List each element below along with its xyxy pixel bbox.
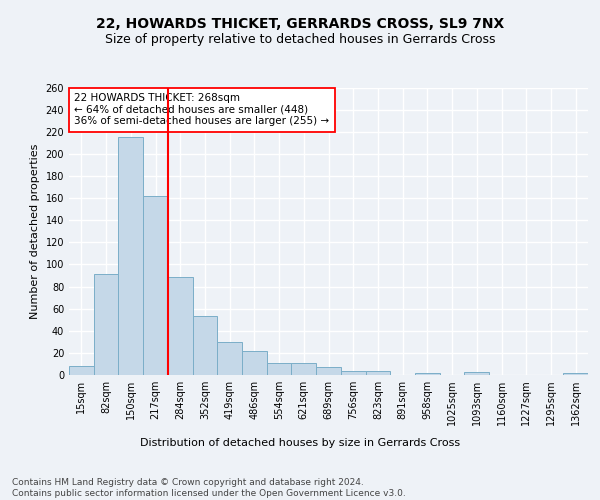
Text: Size of property relative to detached houses in Gerrards Cross: Size of property relative to detached ho…: [105, 32, 495, 46]
Bar: [143, 196, 168, 375]
Bar: [316, 368, 341, 375]
Bar: [341, 370, 365, 375]
Bar: [193, 316, 217, 375]
Text: Contains HM Land Registry data © Crown copyright and database right 2024.
Contai: Contains HM Land Registry data © Crown c…: [12, 478, 406, 498]
Bar: [415, 373, 440, 375]
Bar: [217, 342, 242, 375]
Text: 22, HOWARDS THICKET, GERRARDS CROSS, SL9 7NX: 22, HOWARDS THICKET, GERRARDS CROSS, SL9…: [96, 18, 504, 32]
Bar: [118, 138, 143, 375]
Bar: [242, 350, 267, 375]
Text: Distribution of detached houses by size in Gerrards Cross: Distribution of detached houses by size …: [140, 438, 460, 448]
Bar: [563, 373, 588, 375]
Bar: [464, 372, 489, 375]
Bar: [292, 363, 316, 375]
Text: 22 HOWARDS THICKET: 268sqm
← 64% of detached houses are smaller (448)
36% of sem: 22 HOWARDS THICKET: 268sqm ← 64% of deta…: [74, 93, 329, 126]
Bar: [365, 370, 390, 375]
Bar: [69, 366, 94, 375]
Y-axis label: Number of detached properties: Number of detached properties: [30, 144, 40, 319]
Bar: [267, 363, 292, 375]
Bar: [94, 274, 118, 375]
Bar: [168, 276, 193, 375]
